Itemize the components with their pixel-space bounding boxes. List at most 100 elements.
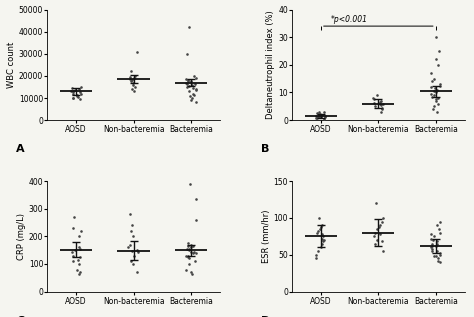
Point (436, 230, 444, 235)
Point (369, 95, 377, 100)
Point (130, 89, 137, 94)
Text: D: D (261, 316, 270, 317)
Point (318, 112, 326, 117)
Point (185, 246, 193, 251)
Point (315, 109, 322, 114)
Point (313, 111, 320, 116)
Point (432, 90, 440, 95)
Point (320, 110, 328, 115)
Point (430, 254, 438, 259)
Point (183, 246, 191, 251)
Point (433, 87, 441, 92)
Point (319, 241, 326, 246)
Point (433, 109, 441, 114)
Point (189, 243, 197, 249)
Point (187, 249, 195, 254)
Point (184, 255, 192, 260)
Point (313, 230, 320, 235)
Point (312, 256, 319, 261)
Point (184, 78, 191, 83)
Point (429, 107, 437, 112)
Point (432, 254, 440, 259)
Point (127, 259, 135, 264)
Point (374, 237, 381, 243)
Point (321, 113, 329, 119)
Point (436, 219, 444, 224)
Point (319, 239, 327, 244)
Point (184, 78, 191, 83)
Point (430, 88, 438, 94)
Point (427, 71, 435, 76)
Point (315, 114, 322, 119)
Point (128, 248, 136, 253)
Point (436, 252, 444, 257)
Point (190, 92, 198, 97)
Point (187, 245, 195, 250)
Point (130, 75, 137, 81)
Point (377, 109, 385, 114)
Point (126, 212, 133, 217)
Point (188, 82, 196, 87)
Point (318, 114, 325, 120)
Point (133, 49, 140, 54)
Point (192, 88, 200, 93)
Point (76, 270, 84, 275)
Point (77, 85, 85, 90)
Point (428, 245, 435, 250)
Point (312, 252, 320, 257)
Point (428, 243, 436, 249)
Point (377, 102, 384, 107)
Point (128, 87, 136, 92)
Point (74, 257, 82, 262)
Point (74, 94, 82, 100)
Point (433, 57, 440, 62)
Point (375, 224, 383, 229)
Point (433, 223, 441, 228)
Point (69, 95, 76, 100)
Point (68, 249, 75, 254)
Point (434, 258, 442, 263)
Point (378, 219, 386, 224)
Point (314, 229, 322, 234)
Point (184, 241, 192, 246)
Point (319, 223, 326, 228)
Point (184, 253, 192, 258)
Point (192, 197, 200, 202)
Point (126, 242, 134, 247)
Point (376, 223, 384, 228)
Point (380, 101, 387, 106)
Point (134, 249, 142, 254)
Point (76, 97, 83, 102)
Point (189, 91, 197, 96)
Point (187, 93, 194, 98)
Point (373, 93, 381, 98)
Point (77, 228, 84, 233)
Point (377, 98, 385, 103)
Point (130, 253, 137, 258)
Point (428, 79, 436, 84)
Point (69, 92, 77, 97)
Point (129, 80, 137, 85)
Point (75, 245, 82, 250)
Point (76, 90, 84, 95)
Point (371, 100, 378, 106)
Point (436, 251, 444, 256)
Point (182, 253, 190, 258)
Point (185, 89, 193, 94)
Point (192, 100, 200, 105)
Point (127, 228, 135, 233)
Point (70, 253, 77, 258)
Point (428, 249, 436, 254)
Point (70, 214, 78, 219)
Point (371, 241, 378, 246)
Point (68, 86, 75, 91)
Point (192, 87, 200, 92)
Point (75, 87, 82, 92)
Point (128, 223, 136, 228)
Point (129, 82, 137, 87)
Point (76, 255, 84, 260)
Point (133, 248, 141, 253)
Point (185, 256, 192, 261)
Point (125, 245, 132, 250)
Point (127, 74, 134, 80)
